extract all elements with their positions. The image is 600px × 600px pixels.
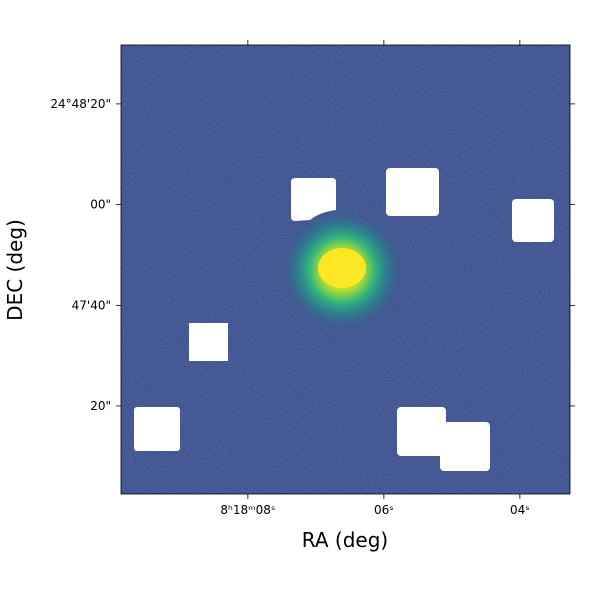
x-axis-label: RA (deg) [302, 528, 388, 552]
x-tick-label: 8ʰ18ᵐ08ˢ [220, 503, 275, 517]
y-tick-label: 00" [90, 198, 111, 212]
y-axis-label: DEC (deg) [3, 219, 27, 321]
y-tick-label: 47'40" [72, 298, 111, 312]
x-tick-label: 06ˢ [374, 503, 394, 517]
sky-image [120, 44, 571, 495]
y-tick-label: 24°48'20" [50, 97, 111, 111]
x-tick-label: 04ˢ [510, 503, 530, 517]
y-tick-label: 20" [90, 399, 111, 413]
